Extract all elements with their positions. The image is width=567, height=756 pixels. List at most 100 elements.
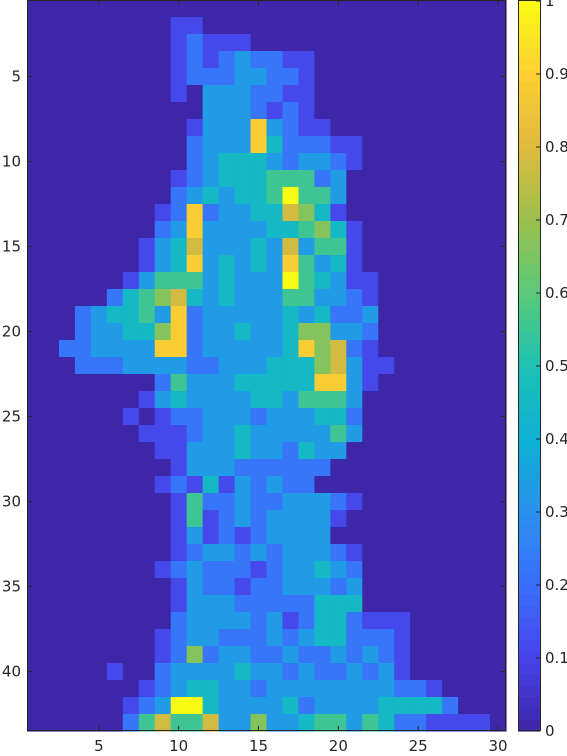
- heatmap-cell: [298, 170, 315, 188]
- heatmap-cell: [442, 714, 459, 732]
- heatmap-cell: [490, 340, 507, 358]
- heatmap-cell: [58, 629, 76, 647]
- heatmap-cell: [346, 85, 363, 103]
- heatmap-cell: [234, 629, 252, 647]
- heatmap-cell: [330, 0, 347, 18]
- colorbar-segment: [518, 708, 540, 721]
- heatmap-cell: [490, 578, 507, 596]
- heatmap-cell: [234, 289, 252, 307]
- heatmap-cell: [330, 646, 347, 664]
- heatmap-cell: [27, 68, 44, 86]
- heatmap-cell: [410, 374, 427, 392]
- heatmap-cell: [442, 544, 459, 562]
- heatmap-cell: [202, 459, 220, 477]
- heatmap-cell: [426, 680, 443, 698]
- heatmap-cell: [74, 119, 92, 137]
- heatmap-cell: [362, 391, 379, 409]
- heatmap-cell: [314, 595, 331, 613]
- heatmap-cell: [138, 34, 156, 52]
- heatmap-cell: [330, 238, 347, 256]
- heatmap-cell: [42, 459, 60, 477]
- heatmap-cell: [90, 187, 108, 205]
- heatmap-cell: [58, 340, 76, 358]
- heatmap-cell: [154, 221, 172, 239]
- heatmap-cell: [314, 578, 331, 596]
- heatmap-cell: [42, 408, 60, 426]
- heatmap-cell: [202, 170, 220, 188]
- heatmap-cell: [458, 697, 475, 715]
- heatmap-cell: [202, 629, 220, 647]
- heatmap-cell: [170, 34, 188, 52]
- heatmap-cell: [202, 578, 220, 596]
- heatmap-cell: [458, 85, 475, 103]
- heatmap-cell: [410, 238, 427, 256]
- heatmap-cell: [298, 187, 315, 205]
- heatmap-cell: [282, 442, 300, 460]
- heatmap-cell: [234, 425, 252, 443]
- heatmap-cell: [330, 255, 347, 273]
- heatmap-cell: [282, 68, 300, 86]
- heatmap-cell: [218, 697, 236, 715]
- heatmap-cell: [122, 34, 140, 52]
- heatmap-cell: [346, 187, 363, 205]
- heatmap-cell: [378, 442, 395, 460]
- heatmap-cell: [74, 85, 92, 103]
- heatmap-cell: [330, 493, 347, 511]
- heatmap-cell: [474, 459, 491, 477]
- heatmap-cell: [58, 289, 76, 307]
- heatmap-cell: [410, 629, 427, 647]
- heatmap-cell: [426, 119, 443, 137]
- heatmap-cell: [426, 578, 443, 596]
- heatmap-cell: [122, 459, 140, 477]
- heatmap-cell: [426, 323, 443, 341]
- heatmap-cell: [27, 357, 44, 375]
- heatmap-cell: [138, 527, 156, 545]
- heatmap-cell: [442, 578, 459, 596]
- colorbar-segment: [518, 1, 540, 14]
- heatmap-cell: [394, 374, 411, 392]
- colorbar-segment: [518, 320, 540, 333]
- heatmap-cell: [442, 561, 459, 579]
- heatmap-cell: [170, 272, 188, 290]
- heatmap-cell: [458, 272, 475, 290]
- heatmap-cell: [74, 136, 92, 154]
- heatmap-cell: [266, 85, 284, 103]
- heatmap-cell: [202, 136, 220, 154]
- heatmap-cell: [202, 357, 220, 375]
- heatmap-cell: [458, 119, 475, 137]
- heatmap-cell: [442, 459, 459, 477]
- heatmap-cell: [122, 323, 140, 341]
- heatmap-cell: [426, 646, 443, 664]
- heatmap-cell: [154, 68, 172, 86]
- heatmap-cell: [474, 391, 491, 409]
- heatmap-cell: [426, 204, 443, 222]
- heatmap-cell: [282, 493, 300, 511]
- heatmap-cell: [298, 34, 315, 52]
- heatmap-cell: [234, 544, 252, 562]
- heatmap-cell: [474, 629, 491, 647]
- heatmap-cell: [490, 0, 507, 18]
- heatmap-cell: [362, 646, 379, 664]
- heatmap-cell: [330, 68, 347, 86]
- heatmap-cell: [346, 595, 363, 613]
- heatmap-cell: [490, 136, 507, 154]
- heatmap-cell: [186, 646, 204, 664]
- heatmap-cell: [138, 578, 156, 596]
- heatmap-cell: [298, 323, 315, 341]
- heatmap-cell: [410, 612, 427, 630]
- heatmap-cell: [154, 697, 172, 715]
- heatmap-cell: [490, 527, 507, 545]
- heatmap-cell: [458, 68, 475, 86]
- heatmap-cell: [218, 204, 236, 222]
- heatmap-cell: [218, 306, 236, 324]
- heatmap-cell: [170, 527, 188, 545]
- heatmap-cell: [426, 34, 443, 52]
- heatmap-cell: [426, 289, 443, 307]
- heatmap-cell: [426, 425, 443, 443]
- heatmap-cell: [490, 680, 507, 698]
- heatmap-cell: [186, 612, 204, 630]
- heatmap-cell: [330, 476, 347, 494]
- heatmap-cell: [42, 340, 60, 358]
- heatmap-cell: [106, 391, 124, 409]
- heatmap-cell: [122, 85, 140, 103]
